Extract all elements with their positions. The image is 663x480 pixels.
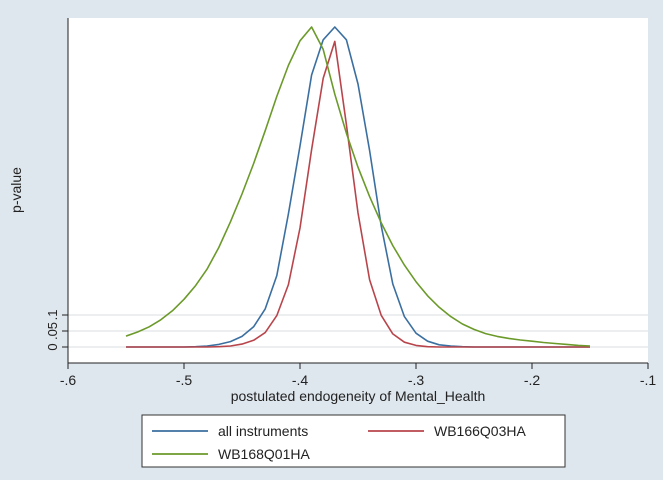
legend-label: WB168Q01HA	[218, 446, 310, 462]
y-tick-label: 0	[45, 343, 60, 350]
y-axis-label: p-value	[8, 167, 24, 213]
y-tick-label: .05	[45, 322, 60, 340]
series-line-3	[125, 26, 591, 347]
plot-area	[68, 18, 648, 363]
x-tick-label: -.2	[524, 372, 541, 388]
series-line-2	[126, 40, 590, 348]
legend-label: all instruments	[218, 423, 308, 439]
x-tick-label: -.1	[640, 372, 657, 388]
x-axis-label: postulated endogeneity of Mental_Health	[231, 388, 486, 404]
legend: all instruments WB166Q03HA WB168Q01HA	[141, 414, 566, 468]
y-tick-label: .1	[45, 310, 60, 321]
legend-box	[141, 414, 566, 468]
x-tick-label: -.6	[60, 372, 77, 388]
x-tick-label: -.4	[292, 372, 309, 388]
x-tick-label: -.5	[176, 372, 193, 388]
legend-label: WB166Q03HA	[434, 423, 526, 439]
x-tick-label: -.3	[408, 372, 425, 388]
